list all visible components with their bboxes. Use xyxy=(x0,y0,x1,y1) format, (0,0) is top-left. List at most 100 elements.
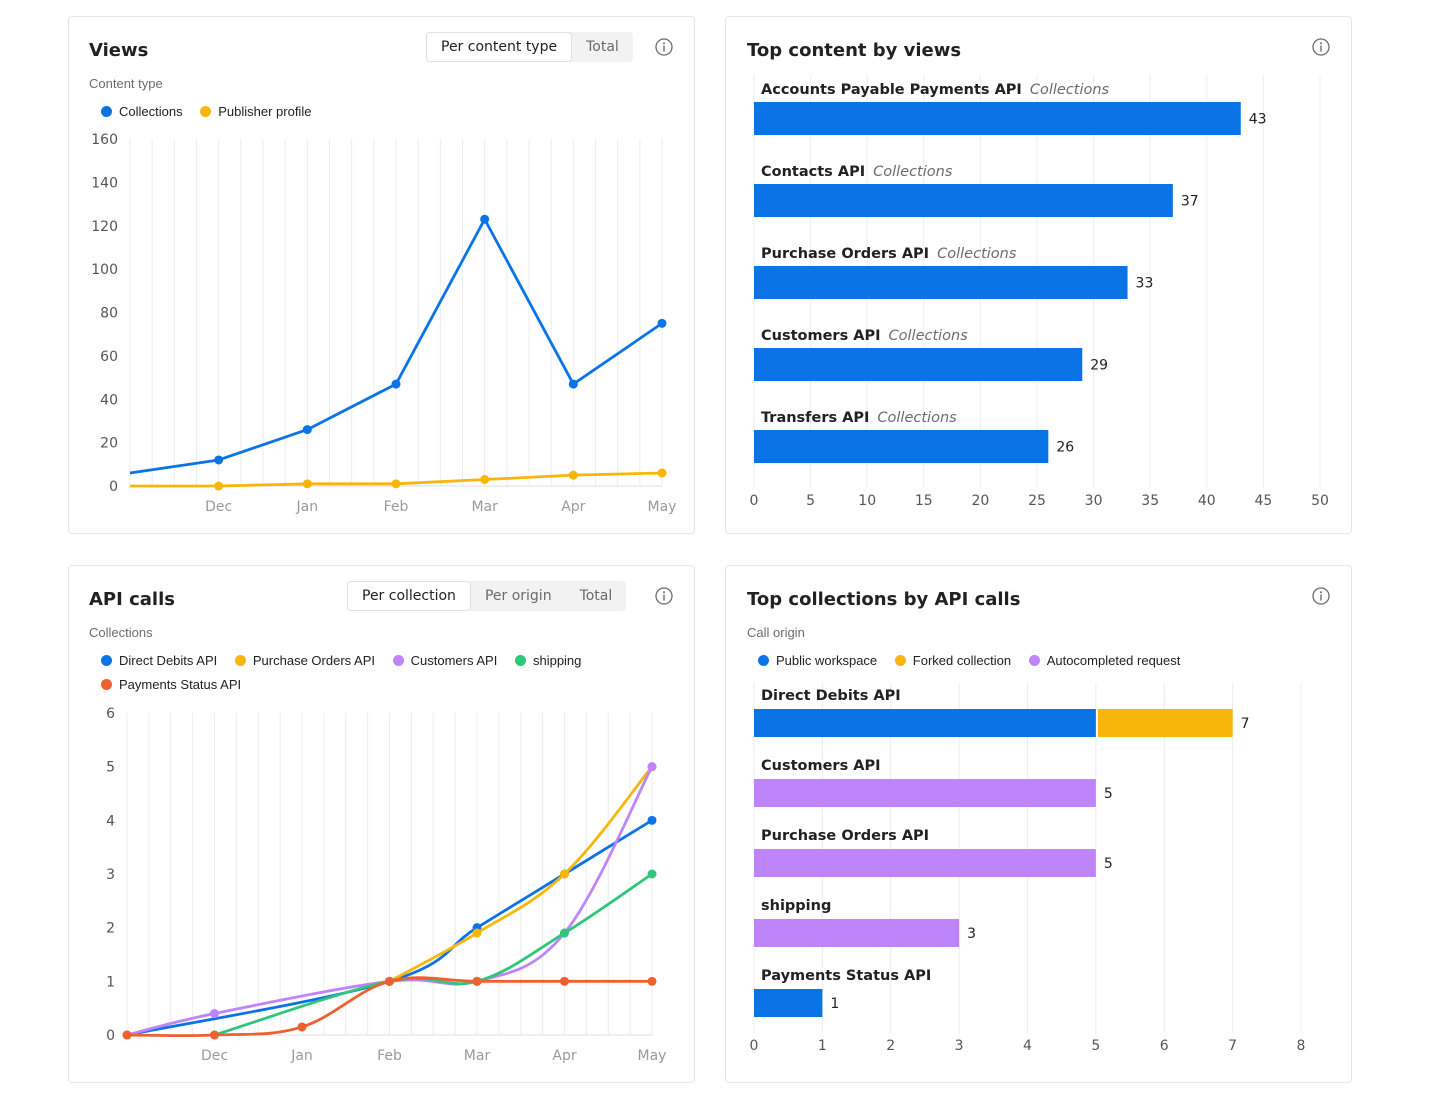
bar-value-label: 33 xyxy=(1136,276,1154,292)
api-toggle-per-collection[interactable]: Per collection xyxy=(347,581,471,611)
views-toggle-per-content-type[interactable]: Per content type xyxy=(426,32,573,62)
legend-label: Direct Debits API xyxy=(119,653,218,668)
x-tick-label: Jan xyxy=(290,1048,313,1064)
data-point-collections xyxy=(568,379,578,389)
category-label: Contacts API Collections xyxy=(761,164,953,180)
data-point-publisher-profile xyxy=(302,479,312,489)
series-line-purchase-orders-api xyxy=(388,765,654,983)
bar-value-label: 5 xyxy=(1104,786,1113,802)
legend-label: Publisher profile xyxy=(218,104,312,119)
x-tick-label: 8 xyxy=(1297,1038,1306,1054)
legend-dot xyxy=(200,106,212,117)
data-point-payments-status-api xyxy=(560,976,569,986)
api-calls-title: API calls xyxy=(89,589,175,610)
x-tick-label: 1 xyxy=(818,1038,827,1054)
y-tick-label: 60 xyxy=(100,349,118,365)
legend-item-autocompleted-request[interactable]: Autocompleted request xyxy=(1028,653,1180,668)
y-tick-label: 120 xyxy=(91,219,118,235)
y-tick-label: 20 xyxy=(100,436,118,452)
legend-item-public-workspace[interactable]: Public workspace xyxy=(758,653,877,668)
legend-label: shipping xyxy=(532,653,582,668)
x-tick-label: Mar xyxy=(464,1048,491,1064)
api-calls-toggle: Per collection Per origin Total xyxy=(347,581,627,611)
x-tick-label: 35 xyxy=(1141,493,1159,509)
series-line-direct-debits-api xyxy=(126,819,653,1037)
x-tick-label: 10 xyxy=(858,493,876,509)
bar-segment xyxy=(754,779,1096,807)
legend-item-shipping[interactable]: shipping xyxy=(514,653,582,668)
bar xyxy=(754,430,1049,463)
top-collections-legend: Public workspace Forked collection Autoc… xyxy=(758,653,1298,677)
x-tick-label: 0 xyxy=(750,1038,759,1054)
x-tick-label: 5 xyxy=(1091,1038,1100,1054)
x-tick-label: 40 xyxy=(1198,493,1216,509)
legend-item-purchase-orders[interactable]: Purchase Orders API xyxy=(234,653,375,668)
x-tick-label: 25 xyxy=(1028,493,1046,509)
views-toggle-total[interactable]: Total xyxy=(586,39,619,55)
top-collections-card xyxy=(725,565,1352,1083)
info-icon[interactable] xyxy=(1312,587,1330,605)
y-tick-label: 1 xyxy=(106,974,115,990)
views-toggle: Per content type Total xyxy=(426,32,633,62)
legend-item-payments-status[interactable]: Payments Status API xyxy=(101,677,241,692)
api-toggle-per-origin[interactable]: Per origin xyxy=(484,588,552,604)
legend-label: Forked collection xyxy=(912,653,1012,668)
data-point-payments-status-api xyxy=(210,1030,219,1040)
bar-value-label: 7 xyxy=(1241,716,1250,732)
info-icon[interactable] xyxy=(655,38,673,56)
bar xyxy=(754,102,1241,135)
category-label: Payments Status API xyxy=(761,968,931,984)
data-point-payments-status-api xyxy=(385,976,394,986)
category-label: Transfers API Collections xyxy=(761,410,957,426)
data-point-collections xyxy=(214,455,224,465)
category-label: Accounts Payable Payments API Collections xyxy=(761,82,1110,98)
legend-label: Payments Status API xyxy=(119,677,242,692)
data-point-purchase-orders-api xyxy=(560,869,569,879)
top-collections-bar-chart: 0 1 2 3 4 5 6 7 8 Direct Debits API 7 Customers API… xyxy=(750,683,1306,1054)
api-toggle-total[interactable]: Total xyxy=(579,588,613,604)
data-point-collections xyxy=(657,318,667,328)
legend-item-direct-debits[interactable]: Direct Debits API xyxy=(101,653,217,668)
x-tick-label: 5 xyxy=(806,493,815,509)
bar-segment xyxy=(754,709,1096,737)
legend-label: Public workspace xyxy=(776,653,878,668)
category-label: Customers API xyxy=(761,758,881,774)
x-tick-label: 30 xyxy=(1085,493,1103,509)
y-tick-label: 140 xyxy=(91,175,118,191)
legend-item-customers[interactable]: Customers API xyxy=(392,653,497,668)
views-line-chart: 0 20 40 60 80 100 120 140 160 Dec Jan Feb Mar Apr May xyxy=(91,132,677,515)
data-point-publisher-profile xyxy=(480,474,490,484)
legend-dot xyxy=(894,655,906,666)
info-icon[interactable] xyxy=(655,587,673,605)
views-subtitle: Content type xyxy=(89,76,163,91)
views-legend: Collections Publisher profile xyxy=(101,104,641,128)
bar-value-label: 43 xyxy=(1249,112,1267,128)
legend-label: Collections xyxy=(119,104,183,119)
category-label: shipping xyxy=(761,898,831,914)
legend-item-forked-collection[interactable]: Forked collection xyxy=(894,653,1012,668)
bar-segment xyxy=(1097,709,1233,737)
info-icon[interactable] xyxy=(1312,38,1330,56)
api-calls-line-chart: 0 1 2 3 4 5 6 Dec Jan Feb Mar Apr May xyxy=(106,706,666,1064)
legend-item-publisher-profile[interactable]: Publisher profile xyxy=(200,104,311,119)
bar-segment xyxy=(754,849,1096,877)
data-point-collections xyxy=(391,379,401,389)
data-point-collections xyxy=(480,214,490,224)
bar xyxy=(754,266,1128,299)
legend-dot xyxy=(1028,655,1040,666)
legend-dot xyxy=(101,679,112,690)
api-calls-card xyxy=(68,565,695,1083)
category-label: Purchase Orders API Collections xyxy=(761,246,1017,262)
data-point-customers-api xyxy=(647,762,657,772)
x-tick-label: May xyxy=(648,499,677,515)
x-tick-label: 2 xyxy=(886,1038,895,1054)
legend-item-collections[interactable]: Collections xyxy=(101,104,183,119)
x-tick-label: Feb xyxy=(384,499,409,515)
y-tick-label: 0 xyxy=(106,1028,115,1044)
y-tick-label: 3 xyxy=(106,867,115,883)
x-tick-label: Feb xyxy=(377,1048,402,1064)
data-point-payments-status-api xyxy=(122,1030,132,1040)
category-label: Purchase Orders API xyxy=(761,828,929,844)
data-point-shipping xyxy=(647,869,657,879)
category-label: Direct Debits API xyxy=(761,688,901,704)
